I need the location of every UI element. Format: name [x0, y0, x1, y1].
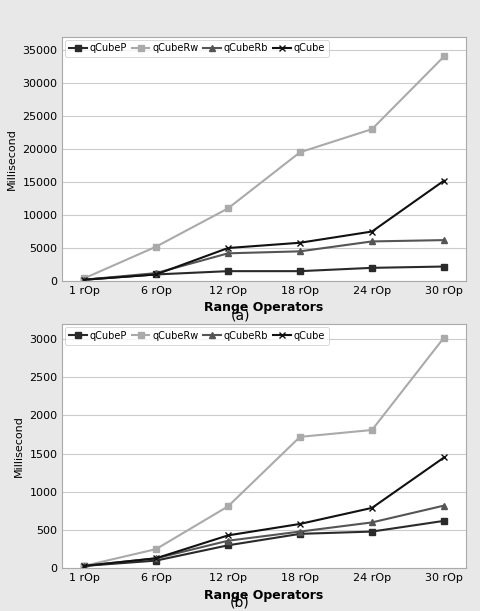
Line: qCubeP: qCubeP	[81, 263, 447, 284]
qCube	[153, 555, 159, 562]
qCube	[297, 239, 303, 246]
Line: qCubeRw: qCubeRw	[81, 53, 447, 282]
qCubeRw	[81, 275, 87, 282]
qCubeRw	[81, 562, 87, 569]
qCubeRw	[225, 503, 231, 510]
qCubeRb	[81, 276, 87, 284]
Text: (b): (b)	[230, 596, 250, 610]
qCubeRw	[369, 426, 375, 434]
qCube	[81, 276, 87, 284]
qCubeRb	[441, 502, 447, 510]
qCube	[81, 562, 87, 569]
qCubeRb	[297, 247, 303, 255]
qCubeRb	[81, 562, 87, 569]
Y-axis label: Millisecond: Millisecond	[14, 415, 24, 477]
qCubeRb	[153, 555, 159, 562]
Y-axis label: Millisecond: Millisecond	[7, 128, 17, 190]
qCubeP	[297, 268, 303, 275]
qCubeRw	[441, 53, 447, 60]
qCubeRb	[153, 269, 159, 277]
qCubeRb	[225, 250, 231, 257]
qCubeP	[81, 562, 87, 569]
X-axis label: Range Operators: Range Operators	[204, 588, 324, 602]
qCube	[297, 521, 303, 528]
qCubeP	[297, 530, 303, 538]
Legend: qCubeP, qCubeRw, qCubeRb, qCube: qCubeP, qCubeRw, qCubeRb, qCube	[65, 40, 329, 57]
qCubeP	[81, 276, 87, 284]
qCubeP	[369, 528, 375, 535]
Line: qCubeRb: qCubeRb	[81, 502, 447, 569]
Line: qCubeRb: qCubeRb	[81, 236, 447, 284]
qCubeRw	[369, 125, 375, 133]
X-axis label: Range Operators: Range Operators	[204, 301, 324, 315]
qCube	[225, 244, 231, 252]
Line: qCube: qCube	[81, 454, 447, 569]
qCubeRw	[153, 243, 159, 251]
qCubeRb	[441, 236, 447, 244]
qCubeP	[441, 517, 447, 524]
qCubeRb	[369, 519, 375, 526]
qCubeP	[369, 264, 375, 271]
qCubeRw	[441, 334, 447, 341]
qCubeRw	[153, 546, 159, 553]
qCubeP	[153, 271, 159, 278]
qCubeRb	[225, 537, 231, 544]
Line: qCubeRw: qCubeRw	[81, 334, 447, 569]
Text: (a): (a)	[230, 309, 250, 323]
qCubeRw	[297, 148, 303, 156]
qCubeP	[225, 541, 231, 549]
Legend: qCubeP, qCubeRw, qCubeRb, qCube: qCubeP, qCubeRw, qCubeRb, qCube	[65, 327, 329, 345]
qCubeRb	[297, 528, 303, 535]
qCube	[441, 177, 447, 185]
qCubeRb	[369, 238, 375, 245]
qCubeP	[441, 263, 447, 270]
qCubeP	[225, 268, 231, 275]
qCube	[225, 532, 231, 539]
qCube	[441, 454, 447, 461]
qCube	[153, 271, 159, 278]
Line: qCubeP: qCubeP	[81, 518, 447, 569]
Line: qCube: qCube	[81, 177, 447, 284]
qCubeP	[153, 557, 159, 565]
qCubeRw	[297, 433, 303, 441]
qCubeRw	[225, 205, 231, 212]
qCube	[369, 228, 375, 235]
qCube	[369, 504, 375, 511]
